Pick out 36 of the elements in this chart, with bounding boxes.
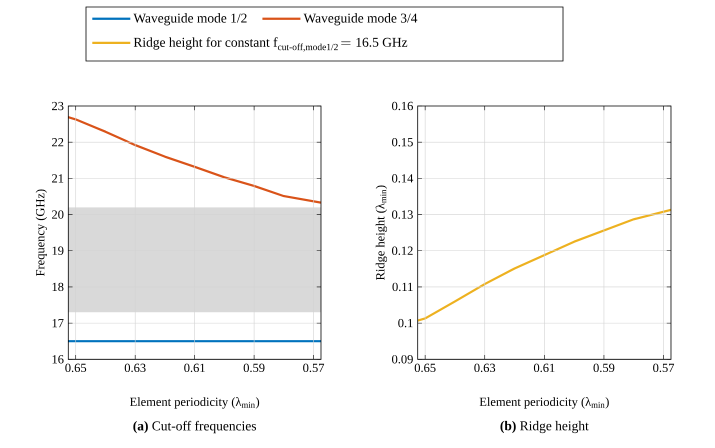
x-tick-label: 0.63 (124, 364, 146, 372)
y-tick-label: 23 (52, 102, 64, 110)
text: (a) Cut-off frequencies (133, 420, 256, 434)
y-tick-label: 20 (52, 210, 64, 219)
text: (b) Ridge height (500, 420, 589, 434)
legend-label: $\text{Ridge height for constant f}_{\text{cut-off,mode1/2}}\!=\text{16.5 GHz}$ (134, 37, 408, 52)
y-tick-label: 21 (52, 174, 64, 182)
x-tick-label: 0.59 (594, 364, 614, 372)
line-series (68, 116, 321, 204)
y-tick-label: 17 (52, 319, 64, 328)
y-tick-label: 22 (52, 138, 64, 146)
y-tick-label: 18 (52, 282, 64, 292)
x-axis-title: Element periodicity (λ$_{min}$) (130, 397, 260, 409)
x-axis-title: Element periodicity (λ$_{min}$) (480, 397, 609, 409)
x-tick-label: 0.61 (184, 364, 205, 372)
y-tick-label: 0.13 (392, 210, 413, 219)
x-tick-label: 0.63 (474, 364, 496, 372)
x-tick-label: 0.57 (653, 364, 674, 372)
y-tick-label: 0.16 (392, 102, 413, 110)
y-axis-title: Ridge height (λ$_{min}$) (376, 185, 388, 280)
y-tick-label: 0.11 (392, 282, 413, 292)
x-tick-label: 0.65 (414, 364, 436, 372)
y-tick-label: 0.09 (392, 355, 413, 364)
y-tick-label: 19 (52, 246, 64, 255)
legend-label: Waveguide mode 3/4 (304, 13, 418, 26)
x-tick-label: 0.59 (244, 364, 264, 372)
y-tick-label: 16 (52, 355, 64, 364)
y-tick-label: 0.1 (398, 318, 413, 328)
y-axis-title: Frequency (GHz) (36, 189, 47, 276)
legend-label: Waveguide mode 1/2 (133, 13, 247, 26)
y-tick-label: 0.12 (392, 246, 413, 255)
y-tick-label: 0.15 (392, 138, 413, 146)
x-tick-label: 0.57 (303, 364, 324, 372)
x-tick-label: 0.65 (65, 364, 86, 372)
y-tick-label: 0.14 (392, 174, 414, 183)
x-tick-label: 0.61 (534, 364, 554, 372)
